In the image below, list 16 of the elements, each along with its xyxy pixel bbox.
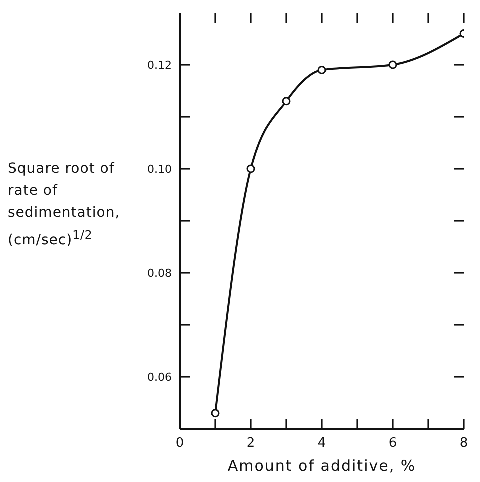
point bbox=[282, 97, 291, 106]
y-tick-label: 0.10 bbox=[148, 163, 172, 176]
x-axis-title: Amount of additive, % bbox=[228, 457, 416, 475]
point bbox=[318, 66, 326, 74]
y-tick-label: 0.12 bbox=[148, 59, 172, 72]
x-tick-label: 0 bbox=[176, 436, 184, 451]
y-tick-label: 0.06 bbox=[148, 371, 172, 384]
point bbox=[246, 164, 256, 174]
x-tick-label: 4 bbox=[318, 436, 326, 451]
y-axis-title: Square root of rate of sedimentation, (cm/sec)$^{1/2}$ bbox=[8, 160, 122, 251]
y-tick-label: 0.08 bbox=[148, 267, 172, 280]
point bbox=[211, 409, 220, 418]
point bbox=[388, 60, 398, 70]
x-tick-label: 8 bbox=[460, 436, 468, 451]
x-tick-label: 6 bbox=[388, 436, 398, 451]
x-tick-label: 2 bbox=[246, 436, 256, 451]
